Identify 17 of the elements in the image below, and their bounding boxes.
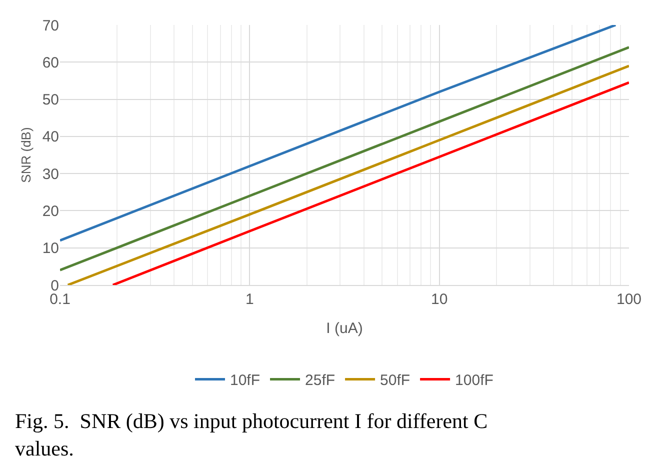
x-axis-title: I (uA) xyxy=(326,320,363,337)
legend-label: 25fF xyxy=(305,372,336,390)
y-tick-label: 50 xyxy=(42,92,59,109)
y-axis-title: SNR (dB) xyxy=(18,127,34,183)
y-tick-label: 20 xyxy=(42,202,59,220)
legend-label: 100fF xyxy=(455,372,494,390)
caption: Fig. 5. SNR (dB) vs input photocurrent I for different C values. xyxy=(15,409,488,460)
y-tick-label: 60 xyxy=(42,54,59,72)
x-tick-label: 10 xyxy=(430,291,448,308)
x-tick-label: 1 xyxy=(246,291,254,308)
legend-label: 10fF xyxy=(230,372,260,390)
y-tick-label: 30 xyxy=(42,166,59,183)
y-tick-label: 40 xyxy=(42,128,59,146)
x-tick-label: 100 xyxy=(616,291,642,308)
legend-label: 50fF xyxy=(380,372,410,390)
y-tick-label: 70 xyxy=(42,17,59,34)
y-tick-label: 10 xyxy=(42,240,59,258)
